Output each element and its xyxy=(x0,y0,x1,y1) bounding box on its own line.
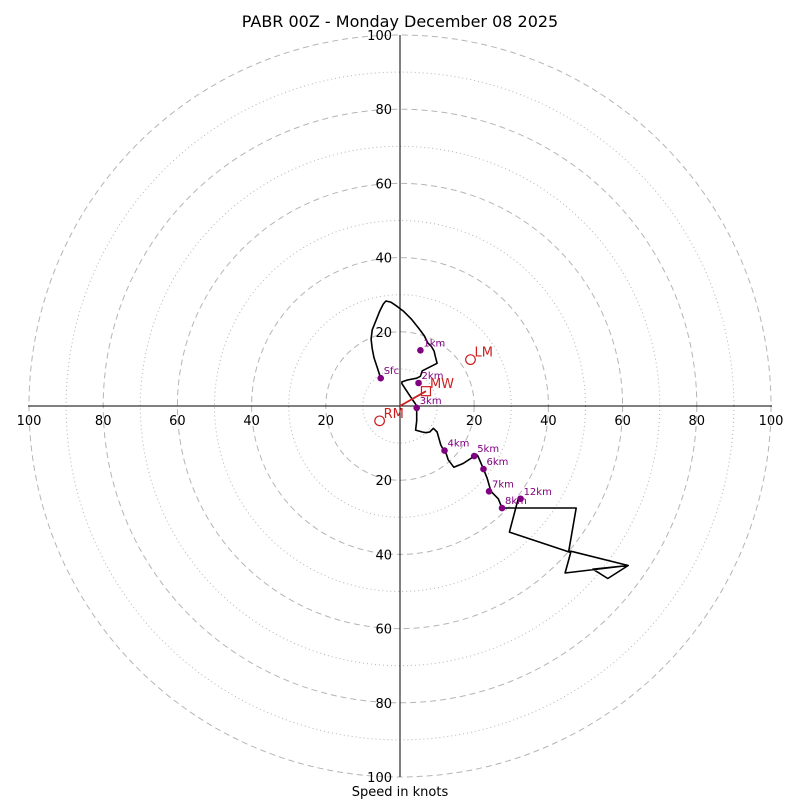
x-tick-label: 20 xyxy=(466,414,483,429)
x-tick-label: 40 xyxy=(540,414,557,429)
height-label-6km: 6km xyxy=(486,457,508,468)
height-label-2km: 2km xyxy=(422,371,444,382)
height-marker-12km xyxy=(517,495,524,503)
height-marker-8km xyxy=(498,504,506,512)
x-axis-label: Speed in knots xyxy=(352,785,449,800)
height-label-5km: 5km xyxy=(477,444,499,455)
chart-title: PABR 00Z - Monday December 08 2025 xyxy=(242,12,558,31)
x-tick-labels: 100 80 60 40 20 20 40 60 80 100 xyxy=(17,414,784,429)
y-tick-label: 20 xyxy=(375,326,392,341)
x-tick-label: 100 xyxy=(17,414,42,429)
height-label-3km: 3km xyxy=(420,396,442,407)
y-tick-label: 100 xyxy=(367,29,392,44)
height-marker-4km xyxy=(441,447,448,454)
y-tick-label: 20 xyxy=(375,474,392,489)
y-tick-label: 80 xyxy=(375,697,392,712)
x-tick-label: 60 xyxy=(169,414,186,429)
motion-marker-rm xyxy=(374,415,385,427)
x-tick-label: 80 xyxy=(689,414,706,429)
height-marker-sfc xyxy=(377,374,385,382)
motion-label-mw: MW xyxy=(430,377,454,392)
y-tick-label: 60 xyxy=(375,177,392,192)
height-label-7km: 7km xyxy=(492,479,514,490)
height-label-4km: 4km xyxy=(448,439,470,450)
height-marker-7km xyxy=(485,488,493,495)
hodograph-trace-layer xyxy=(370,300,630,580)
y-tick-label: 40 xyxy=(375,548,392,563)
y-tick-label: 100 xyxy=(367,771,392,786)
height-marker-2km xyxy=(415,379,422,387)
x-tick-label: 60 xyxy=(614,414,631,429)
y-tick-label: 40 xyxy=(375,252,392,267)
y-tick-labels: 100 80 60 40 20 20 40 60 80 100 xyxy=(367,29,392,786)
height-label-8km: 8km xyxy=(505,496,527,507)
x-tick-label: 100 xyxy=(759,414,784,429)
height-marker-3km xyxy=(413,404,420,412)
y-tick-label: 60 xyxy=(375,623,392,638)
height-label-1km: 1km xyxy=(423,338,445,349)
height-label-12km: 12km xyxy=(524,487,552,498)
x-tick-label: 40 xyxy=(243,414,260,429)
height-marker-6km xyxy=(480,465,487,473)
motion-marker-mw xyxy=(420,386,432,397)
height-label-sfc: Sfc xyxy=(384,366,399,377)
x-tick-label: 20 xyxy=(318,414,335,429)
y-tick-label: 80 xyxy=(375,103,392,118)
motion-label-lm: LM xyxy=(474,346,492,361)
motion-label-rm: RM xyxy=(384,407,404,422)
storm-motion-markers: LM MW RM xyxy=(374,346,493,427)
x-tick-label: 80 xyxy=(95,414,112,429)
height-marker-5km xyxy=(470,452,478,460)
height-marker-1km xyxy=(417,347,424,354)
hodograph-trace xyxy=(370,300,630,580)
motion-marker-lm xyxy=(465,354,476,366)
